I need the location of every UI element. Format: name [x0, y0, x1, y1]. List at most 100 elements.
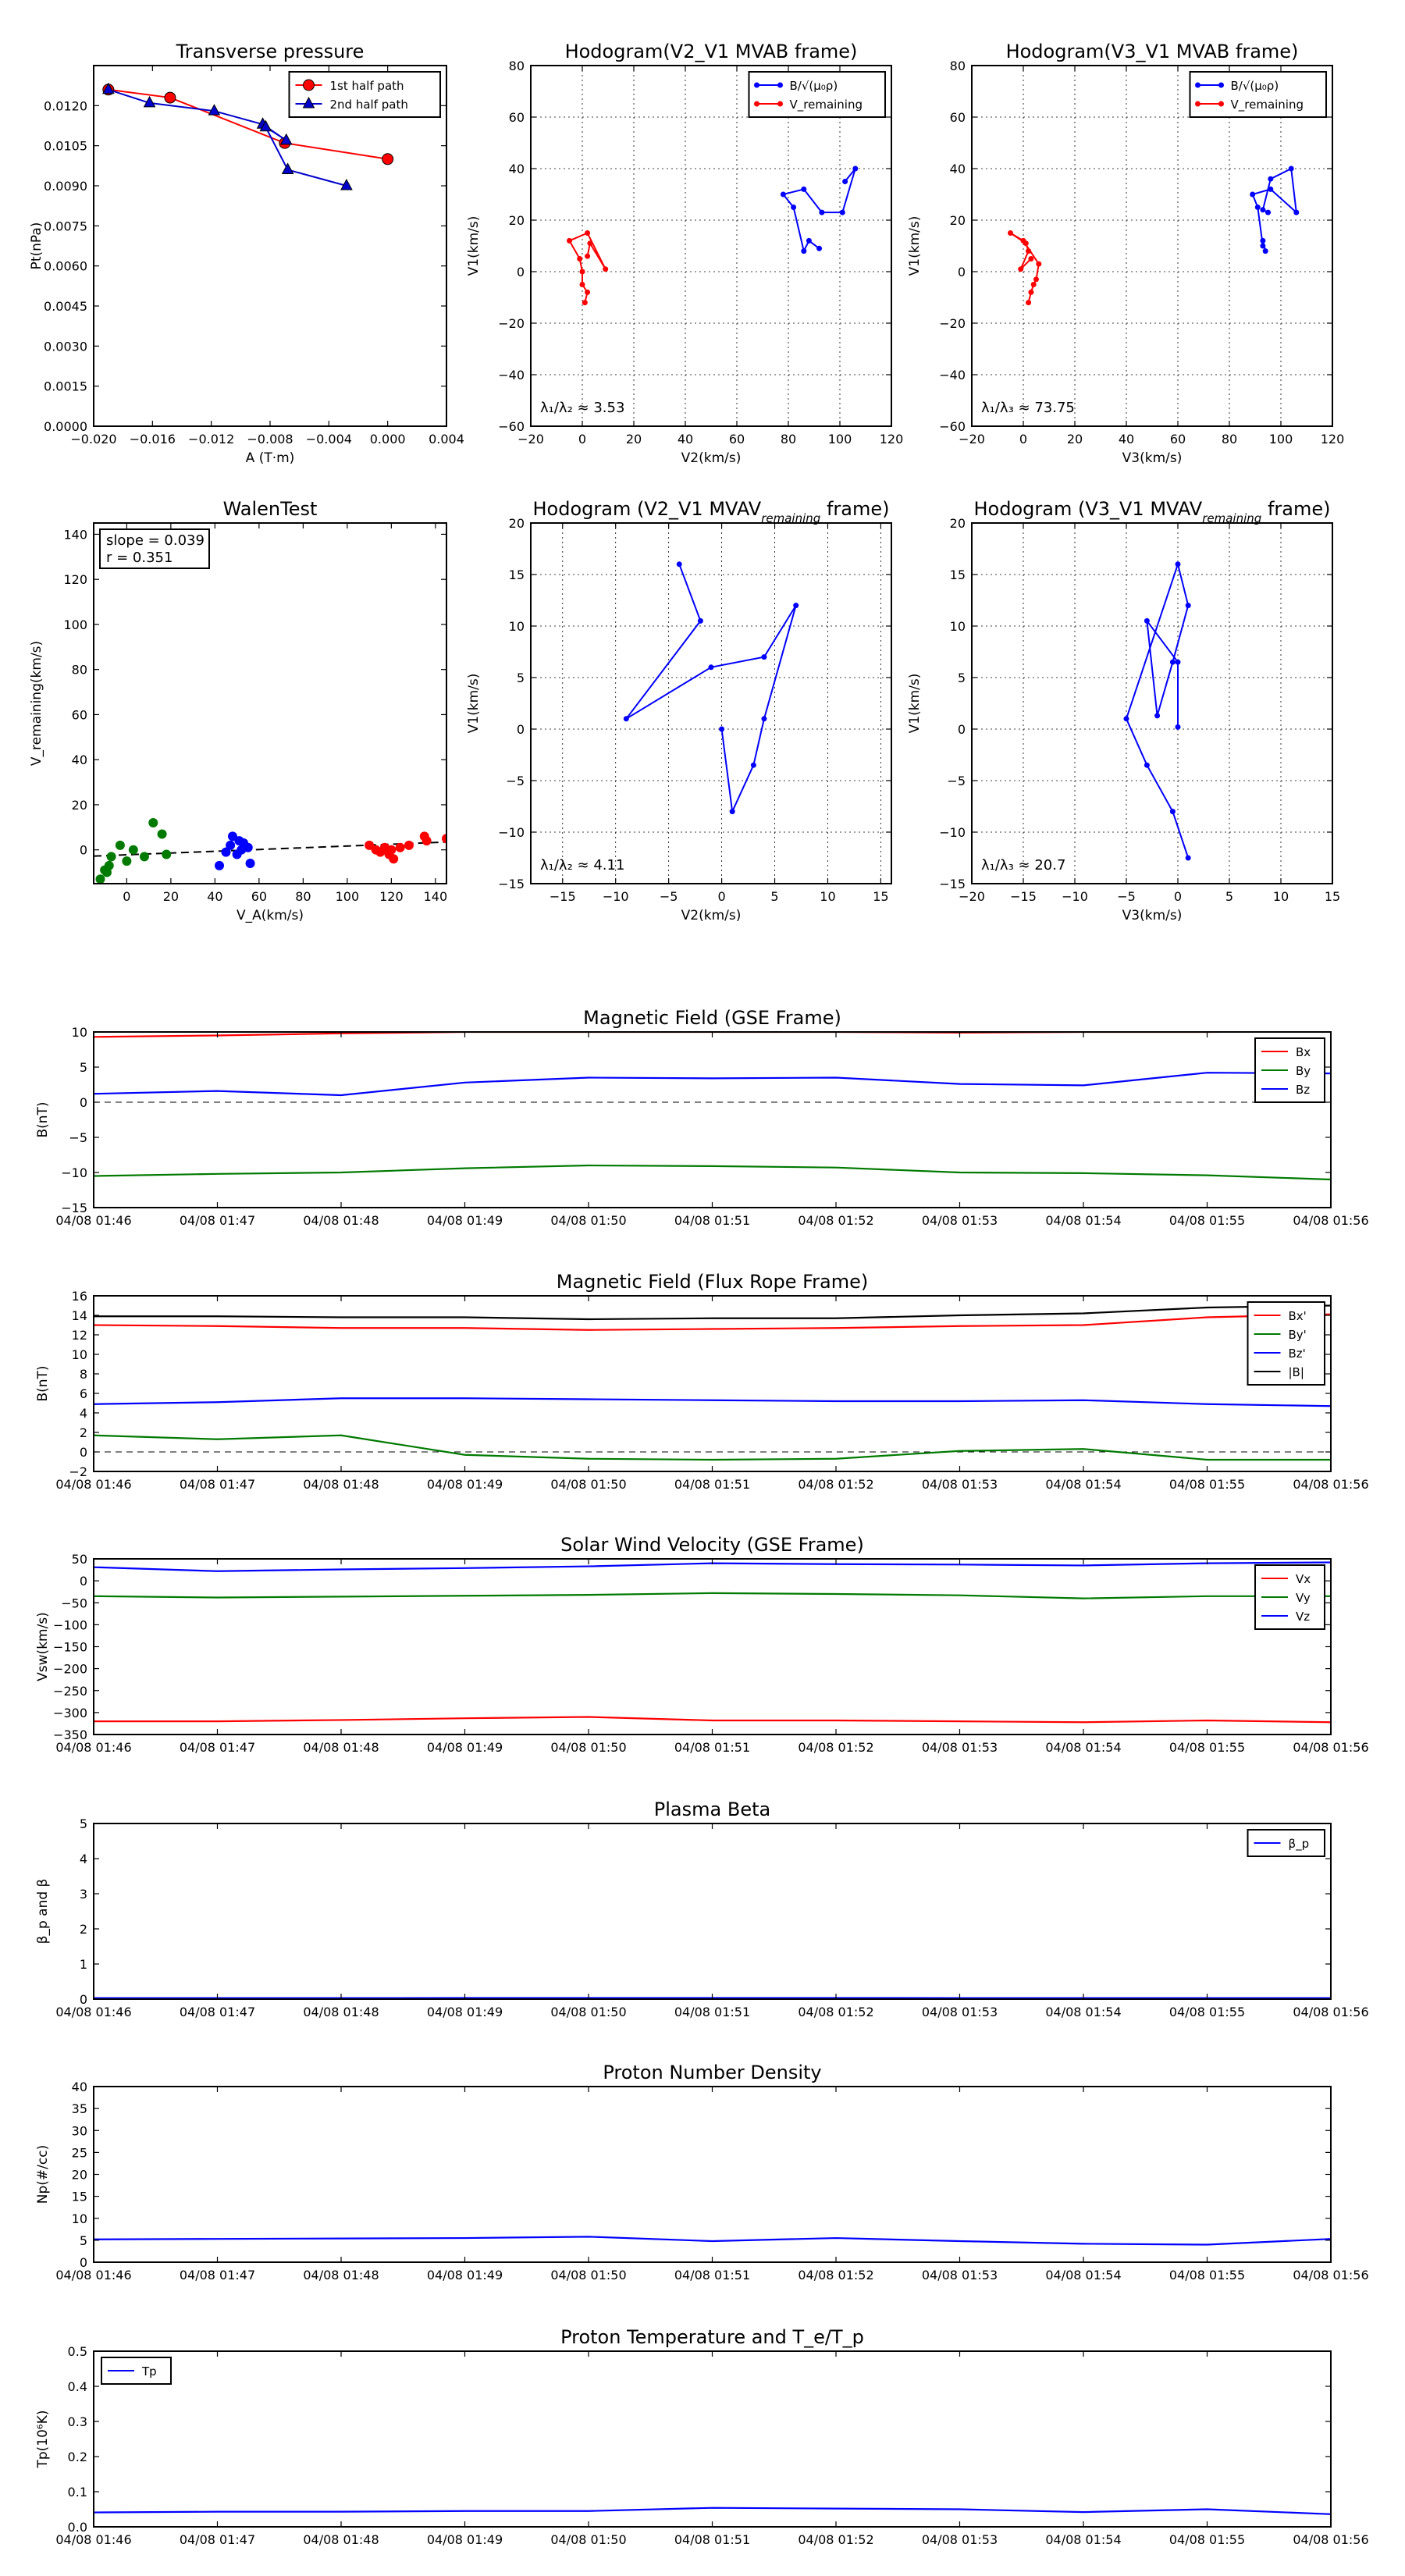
series-line-3 [94, 1072, 1331, 1097]
x-axis-label: V3(km/s) [1122, 450, 1183, 466]
data-point [128, 845, 138, 855]
data-point [697, 617, 703, 624]
chart-vsw: 04/08 01:46 04/08 01:47 04/08 01:48 04/08 0… [35, 1534, 1369, 1755]
x-tick-label: 04/08 01:54 [1045, 2532, 1121, 2547]
x-tick-label: 04/08 01:48 [303, 1213, 379, 1228]
plot-area [1008, 165, 1300, 306]
chart-walen: 0 20 40 60 80 100 120 140 0 20 40 60 80 100 120 140 Wale… [29, 498, 447, 923]
x-tick-label: 04/08 01:49 [427, 2005, 503, 2019]
series-line-1 [108, 88, 388, 160]
title-end: frame) [1261, 498, 1330, 520]
series-line-2 [94, 1164, 1331, 1181]
series-line-2 [94, 1434, 1331, 1461]
chart-title: Hodogram(V2_V1 MVAB frame) [565, 41, 858, 62]
y-tick-label: 80 [72, 663, 87, 678]
legend-label: By [1296, 1064, 1311, 1078]
x-tick-label: 04/08 01:47 [180, 1213, 255, 1228]
data-point [245, 859, 255, 869]
y-tick-label: 15 [950, 568, 966, 582]
data-point [1144, 762, 1150, 768]
x-tick-label: −15 [550, 889, 576, 904]
legend-label: Vz [1296, 1610, 1310, 1624]
x-tick-label: −20 [518, 432, 544, 447]
data-point [1169, 659, 1176, 665]
chart-title: Proton Number Density [603, 2062, 821, 2083]
y-tick-label: −15 [939, 877, 966, 891]
data-point [579, 269, 585, 275]
y-tick-label: 40 [509, 162, 525, 176]
y-tick-label: −2 [69, 1464, 87, 1479]
y-axis-label: V_remaining(km/s) [29, 641, 44, 766]
y-tick-label: 0.0105 [44, 139, 87, 154]
x-tick-label: 04/08 01:56 [1293, 2005, 1368, 2019]
legend-label: Bx' [1289, 1309, 1307, 1323]
y-tick-label: 10 [72, 2211, 87, 2226]
y-tick-label: 0.5 [68, 2344, 87, 2359]
annotation-text: λ₁/λ₂ ≈ 3.53 [540, 400, 624, 416]
chart-title: Solar Wind Velocity (GSE Frame) [560, 1534, 864, 1556]
y-tick-label: 80 [950, 59, 966, 73]
x-tick-label: 04/08 01:46 [55, 2532, 131, 2547]
data-point [819, 209, 825, 215]
data-point [227, 831, 237, 841]
chart-title: Plasma Beta [654, 1799, 770, 1820]
x-tick-label: 60 [1170, 432, 1186, 447]
legend-label: Bz' [1289, 1347, 1306, 1361]
data-point [139, 852, 149, 862]
data-point [623, 716, 629, 722]
x-tick-label: 0.004 [429, 432, 464, 447]
x-tick-label: 04/08 01:50 [550, 1213, 626, 1228]
y-tick-label: 6 [80, 1386, 87, 1401]
x-tick-label: 04/08 01:55 [1169, 2005, 1245, 2019]
data-point [1175, 724, 1181, 730]
x-tick-label: 04/08 01:48 [303, 1740, 379, 1755]
y-tick-label: −200 [53, 1662, 87, 1677]
y-tick-label: −10 [498, 825, 525, 840]
data-point [208, 104, 221, 116]
chart-title: Proton Temperature and T_e/T_p [560, 2326, 864, 2348]
data-point [816, 245, 823, 251]
data-point [1260, 237, 1266, 244]
y-tick-label: 0.0030 [44, 339, 87, 354]
data-point [708, 664, 714, 671]
series-line-1 [94, 1716, 1331, 1724]
y-tick-label: 1 [80, 1957, 87, 1972]
legend-label: β_p [1289, 1837, 1310, 1852]
y-tick-label: −10 [939, 825, 966, 840]
x-tick-label: 20 [626, 432, 642, 447]
plot-frame [530, 522, 892, 884]
y-tick-label: −40 [498, 368, 525, 382]
y-tick-label: 2 [80, 1425, 87, 1440]
x-tick-label: 120 [880, 432, 904, 447]
x-tick-label: 80 [295, 889, 311, 904]
plot-area [94, 818, 446, 884]
y-tick-label: 40 [950, 162, 966, 176]
data-point [1033, 276, 1039, 283]
y-tick-label: 40 [72, 2080, 87, 2094]
x-tick-label: −0.004 [306, 432, 352, 447]
data-point [1185, 855, 1191, 861]
x-tick-label: 04/08 01:46 [55, 2268, 131, 2282]
x-tick-label: 04/08 01:54 [1045, 1740, 1121, 1755]
x-tick-label: 04/08 01:56 [1293, 2532, 1368, 2547]
chart-title: Hodogram(V3_V1 MVAB frame) [1006, 41, 1299, 62]
data-point [1018, 266, 1024, 272]
x-tick-label: 04/08 01:48 [303, 2005, 379, 2019]
x-tick-label: 04/08 01:51 [674, 1477, 750, 1492]
annotation-box [99, 528, 210, 569]
data-point [793, 603, 799, 609]
data-point [101, 82, 115, 94]
data-point [780, 191, 786, 197]
y-tick-label: 0 [80, 1445, 87, 1460]
series-line-1 [94, 2236, 1331, 2246]
annotation-text: r = 0.351 [106, 550, 173, 566]
data-point [365, 840, 375, 850]
x-tick-label: −0.016 [130, 432, 176, 447]
series-line-1 [625, 564, 797, 815]
y-tick-label: −5 [69, 1130, 87, 1145]
data-point [761, 654, 767, 660]
chart-bfr: 04/08 01:46 04/08 01:47 04/08 01:48 04/08 0… [35, 1271, 1369, 1492]
y-tick-label: 0 [958, 265, 966, 279]
legend-label: Tp [141, 2364, 157, 2379]
